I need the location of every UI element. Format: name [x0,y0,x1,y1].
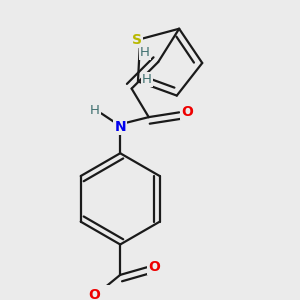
Text: S: S [132,33,142,47]
Text: H: H [142,73,152,85]
Text: N: N [114,120,126,134]
Text: H: H [140,46,150,59]
Text: O: O [88,288,101,300]
Text: O: O [148,260,160,274]
Text: H: H [90,104,100,117]
Text: O: O [181,105,193,119]
